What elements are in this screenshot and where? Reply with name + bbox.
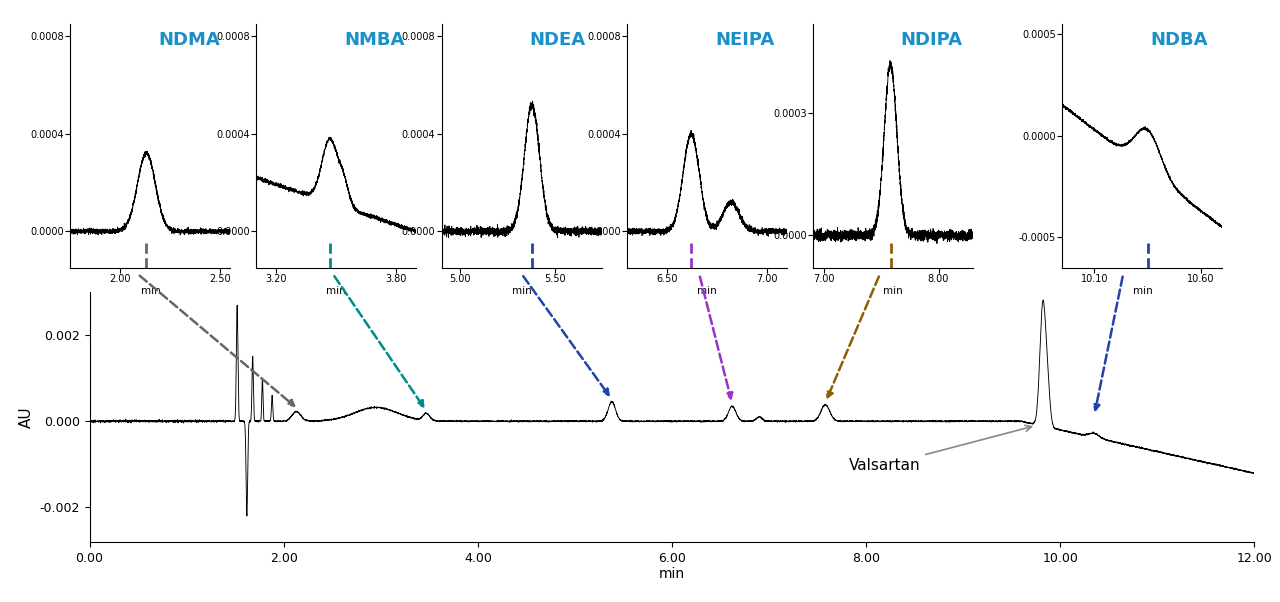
Text: NDBA: NDBA — [1151, 31, 1208, 49]
Y-axis label: AU: AU — [19, 406, 35, 427]
X-axis label: min: min — [1133, 285, 1152, 296]
Text: NMBA: NMBA — [344, 31, 404, 49]
X-axis label: min: min — [698, 285, 717, 296]
X-axis label: min: min — [883, 285, 902, 296]
Text: NDEA: NDEA — [530, 31, 586, 49]
Text: NEIPA: NEIPA — [716, 31, 774, 49]
Text: NDMA: NDMA — [159, 31, 220, 49]
X-axis label: min: min — [141, 285, 160, 296]
X-axis label: min: min — [512, 285, 531, 296]
X-axis label: min: min — [659, 567, 685, 582]
Text: Valsartan: Valsartan — [849, 425, 1032, 473]
X-axis label: min: min — [326, 285, 346, 296]
Text: NDIPA: NDIPA — [901, 31, 963, 49]
